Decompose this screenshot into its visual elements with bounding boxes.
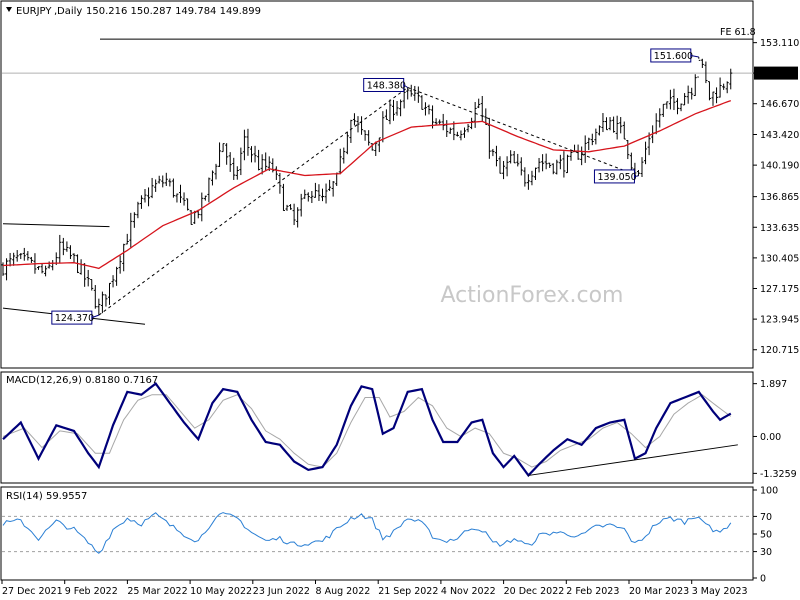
time-tick-label: 20 Mar 2023 [629,586,689,597]
time-tick-label: 2 Feb 2023 [566,586,619,597]
price-annotation-label: 148.380 [367,80,406,91]
fibonacci-extension-label: FE 61.8 [720,27,756,38]
price-annotation-leader [634,175,639,177]
price-tick-label: 120.715 [760,345,799,356]
chart-symbol: EURJPY [16,6,52,17]
price-annotation-leader [403,84,408,88]
price-annotation-leader [91,314,100,319]
price-annotation-leader [690,54,699,58]
macd-tick-label: -1.3259 [760,469,797,480]
time-tick-label: 4 Nov 2022 [441,586,496,597]
price-annotation-label: 151.600 [654,51,693,62]
time-axis: 27 Dec 2021 9 Feb 2022 25 Mar 2022 10 May 2… [1,580,748,597]
price-tick-label: 127.175 [760,284,799,295]
current-price-box [754,66,798,80]
chart-timeframe-separator: , [54,6,57,17]
price-tick-label: 123.945 [760,315,799,326]
macd-signal-line [2,394,732,468]
symbol-dropdown-icon[interactable] [6,7,12,12]
channel-line [2,223,110,228]
price-tick-label: 130.405 [760,253,799,264]
watermark: ActionForex.com [441,283,624,308]
chart-ohlc: 150.216 150.287 149.784 149.899 [86,6,261,17]
current-price-label: 149.899 [758,69,797,80]
price-annotation-label: 139.050 [597,172,636,183]
macd-label: MACD(12,26,9) 0.8180 0.7167 [6,375,158,386]
rsi-tick-label: 70 [760,512,772,523]
price-tick-label: 146.670 [760,99,799,110]
rsi-line [2,512,732,554]
rsi-tick-label: 0 [760,574,766,585]
annotations: 148.380 151.600 139.050 124.370 [51,48,699,325]
time-tick-label: 27 Dec 2021 [2,586,63,597]
ohlc-bars [1,56,733,316]
price-reference-lines: 149.899 FE 61.8 [2,27,798,80]
price-panel-frame [0,0,754,369]
moving-average [2,99,732,270]
macd-panel-frame [0,371,754,484]
time-tick-label: 9 Feb 2022 [65,586,118,597]
dashed-trendline [98,87,408,316]
time-tick-label: 21 Sep 2022 [378,586,438,597]
time-tick-label: 20 Dec 2022 [504,586,565,597]
time-tick-label: 23 Jun 2022 [253,586,310,597]
price-annotation-label: 124.370 [55,313,94,324]
macd-tick-label: 0.00 [760,432,781,443]
chart-timeframe: Daily [57,6,82,17]
price-tick-label: 133.635 [760,223,799,234]
time-tick-label: 8 Aug 2022 [316,586,371,597]
rsi-label: RSI(14) 59.9557 [6,491,87,502]
time-tick-label: 3 May 2023 [692,586,748,597]
rsi-tick-label: 30 [760,547,772,558]
rsi-tick-label: 50 [760,530,772,541]
price-axis: 153.110 146.670 143.420 140.190 136.865 133.6… [753,38,799,356]
rsi-panel: 100 70 50 30 0 [2,486,778,585]
time-tick-label: 25 Mar 2022 [127,586,187,597]
rsi-tick-label: 100 [760,486,778,497]
macd-tick-label: 1.897 [760,379,787,390]
price-tick-label: 143.420 [760,130,799,141]
dashed-trendline [407,87,639,177]
price-tick-label: 153.110 [760,38,799,49]
price-tick-label: 140.190 [760,161,799,172]
macd-line [2,382,732,478]
price-tick-label: 136.865 [760,192,799,203]
sma-line [2,99,732,270]
macd-panel: 1.897 0.00 -1.3259 [2,379,797,480]
time-tick-label: 10 May 2022 [190,586,252,597]
macd-trendline [528,444,738,476]
